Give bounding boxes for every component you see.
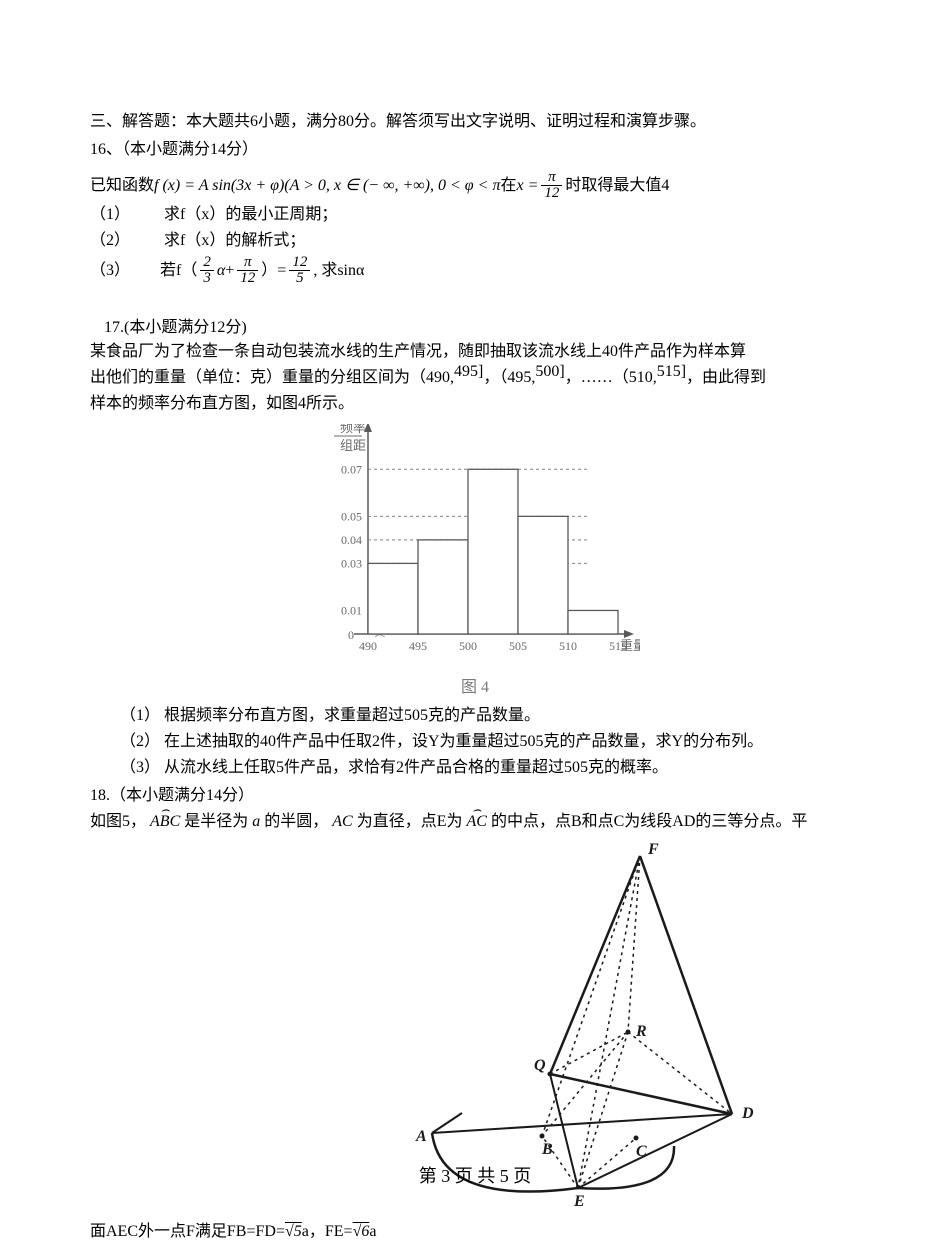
svg-text:重量/克: 重量/克 [620,638,640,653]
q16-at: 在 [500,174,516,198]
q17-body2: 出他们的重量（单位：克）重量的分组区间为（490, 495] ，（495, 50… [90,366,860,390]
q16-func-def: f (x) = A sin(3x + φ)(A > 0, x ∈ (− ∞, +… [154,174,500,198]
geometry-svg: F R Q A B C D E [380,838,780,1208]
frac-pi-12: π 12 [237,255,258,286]
frac-num: 12 [289,255,310,271]
q16-intro: 已知函数 f (x) = A sin(3x + φ)(A > 0, x ∈ (−… [90,170,860,201]
svg-text:C: C [636,1143,647,1160]
b-c: 的半圆， [264,813,328,830]
arc-abc: ABC [150,810,180,834]
eq: ）= [261,259,286,283]
q16-sub1: （1） 求f（x）的最小正周期； [90,203,860,227]
b-b: 是半径为 [184,813,248,830]
svg-text:A: A [415,1128,427,1145]
svg-text:0: 0 [348,628,354,642]
sub-text: 求f（x）的最小正周期； [164,206,337,223]
q16-number: 16、（本小题满分14分） [90,138,860,162]
r3: 515] [657,360,686,384]
sub-num: （3） [90,259,160,283]
frac-12-5: 12 5 [289,255,310,286]
svg-text:F: F [647,841,659,858]
svg-text:500: 500 [459,639,477,653]
geometry-figure: F R Q A B C D E [380,838,780,1216]
t-a: 面AEC外一点F满足FB=FD= [90,1220,285,1244]
q16-x-eq: x = [516,174,538,198]
svg-text:B: B [541,1141,553,1158]
b2d: ，由此得到 [686,366,766,390]
svg-text:R: R [635,1023,647,1040]
q17-body3: 样本的频率分布直方图，如图4所示。 [90,392,860,416]
frac-num: π [237,255,258,271]
b-d: 为直径，点E为 [357,813,463,830]
svg-text:0.04: 0.04 [341,533,362,547]
ac: AC [332,813,352,830]
svg-text:组距: 组距 [340,438,366,453]
svg-text:0.07: 0.07 [341,462,362,476]
svg-text:D: D [741,1105,754,1122]
r1: 495] [454,360,483,384]
sub-num: （2） [90,229,160,253]
arc-ac: AC [467,810,487,834]
svg-text:510: 510 [559,639,577,653]
b2c: ，……（510, [565,366,657,390]
frac-num: π [541,170,562,186]
histogram-svg: 频率组距෴00.010.030.040.050.0749049550050551… [310,424,640,664]
b2b: ，（495, [483,366,535,390]
q17-sub2: （2） 在上述抽取的40件产品中任取2件，设Y为重量超过505克的产品数量，求Y… [120,730,860,754]
histogram-figure: 频率组距෴00.010.030.040.050.0749049550050551… [310,424,640,700]
svg-text:0.05: 0.05 [341,509,362,523]
b-e: 的中点，点B和点C为线段AD的三等分点。平 [491,813,807,830]
q18-tail: 面AEC外一点F满足FB=FD= √√55 a，FE= √6 a [90,1220,860,1244]
sub3-tail: , 求sinα [313,259,364,283]
svg-text:490: 490 [359,639,377,653]
sqrt6: √6 [353,1220,370,1244]
t-b: a，FE= [302,1220,353,1244]
q17-sub3: （3） 从流水线上任取5件产品，求恰有2件产品合格的重量超过505克的概率。 [120,756,860,780]
frac-2-3: 2 3 [200,255,214,286]
frac-den: 12 [237,271,258,286]
q17-head: 17.(本小题满分12分) [104,316,860,340]
svg-text:505: 505 [509,639,527,653]
q16-sub2: （2） 求f（x）的解析式； [90,229,860,253]
q18-body: 如图5， ABC 是半径为 a 的半圆， AC 为直径，点E为 AC 的中点，点… [90,810,860,834]
q17-subs: （1） 根据频率分布直方图，求重量超过505克的产品数量。 （2） 在上述抽取的… [120,704,860,780]
svg-text:E: E [573,1193,585,1208]
t-c: a [369,1220,376,1244]
frac-den: 5 [289,271,310,286]
a-var: a [252,813,260,830]
plus: + [225,259,234,283]
page-footer: 第 3 页 共 5 页 [0,1163,950,1190]
q17-block: 17.(本小题满分12分) 某食品厂为了检查一条自动包装流水线的生产情况，随即抽… [90,316,860,780]
sub3-prefix: 若f（ [160,259,197,283]
svg-text:0.03: 0.03 [341,556,362,570]
q16-sub3: （3） 若f（ 2 3 α + π 12 ）= 12 5 , 求sinα [90,255,860,286]
b2a: 出他们的重量（单位：克）重量的分组区间为（490, [90,366,454,390]
r2: 500] [535,360,564,384]
q16-tail: 时取得最大值4 [565,174,669,198]
q16-intro-prefix: 已知函数 [90,174,154,198]
svg-text:Q: Q [534,1057,546,1074]
svg-text:495: 495 [409,639,427,653]
sqrt5: √√55 [285,1220,302,1244]
frac-num: 2 [200,255,214,271]
b-a: 如图5， [90,813,146,830]
figure-caption: 图 4 [310,676,640,700]
frac-den: 12 [541,186,562,201]
sub-text: 求f（x）的解析式； [164,232,305,249]
svg-text:0.01: 0.01 [341,603,362,617]
q16-frac-pi12: π 12 [541,170,562,201]
q17-sub1: （1） 根据频率分布直方图，求重量超过505克的产品数量。 [120,704,860,728]
alpha: α [217,259,225,283]
svg-text:频率: 频率 [340,424,366,435]
sub-num: （1） [90,203,160,227]
section-header: 三、解答题：本大题共6小题，满分80分。解答须写出文字说明、证明过程和演算步骤。 [90,110,860,134]
frac-den: 3 [200,271,214,286]
